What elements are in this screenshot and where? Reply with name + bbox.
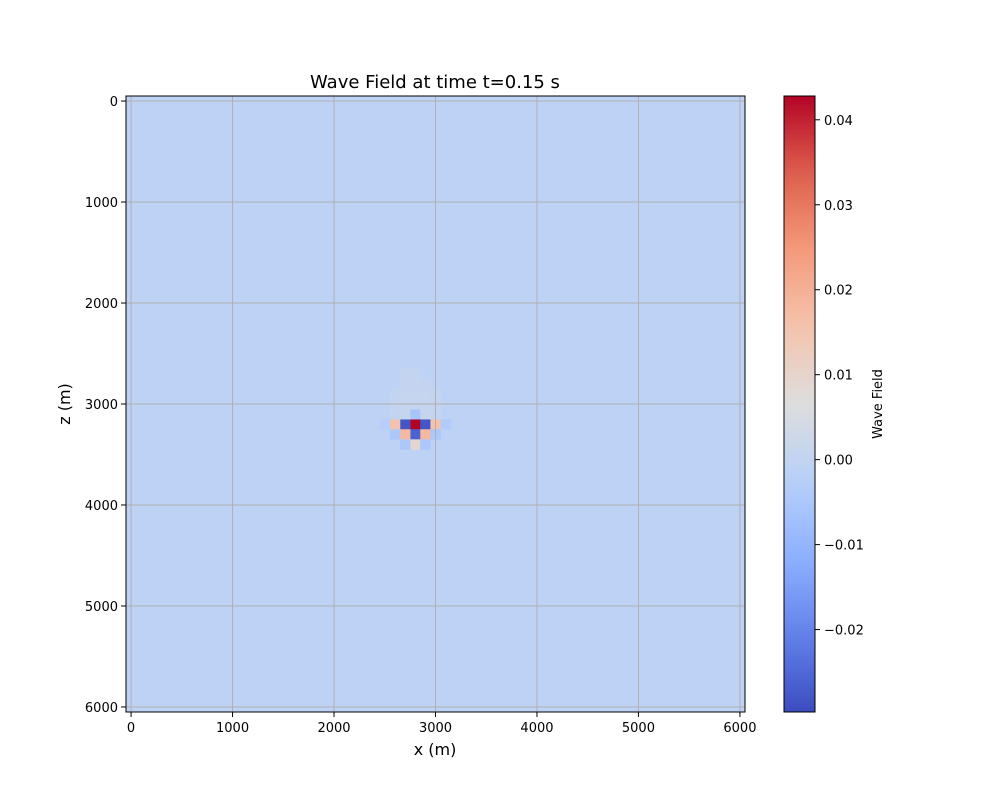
x-tick-label: 1000 (216, 721, 249, 736)
field-cell (410, 378, 421, 390)
colorbar-tick-label: 0.00 (824, 454, 853, 469)
field-cell (389, 419, 401, 430)
colorbar-tick-label: 0.03 (824, 199, 853, 214)
y-tick-label: 2000 (85, 297, 118, 312)
x-tick-label: 5000 (622, 721, 655, 736)
x-tick-label: 6000 (723, 721, 756, 736)
colorbar-tick-label: 0.01 (824, 369, 853, 384)
field-cell (379, 419, 391, 430)
field-cell (410, 409, 421, 420)
y-tick-label: 5000 (85, 600, 118, 615)
colorbar-tick-label: 0.04 (824, 114, 853, 129)
field-cell (389, 429, 401, 440)
colorbar-tick-label: 0.02 (824, 284, 853, 299)
field-cell (410, 429, 421, 440)
field-cell (440, 419, 452, 430)
x-axis-label: x (m) (414, 740, 457, 759)
field-cell (420, 429, 431, 440)
colorbar: −0.02 −0.01 0.00 0.01 0.02 0.03 0.04 (783, 95, 864, 713)
y-tick-label: 0 (110, 95, 118, 110)
field-cell (420, 439, 431, 450)
x-axis: 0 1000 2000 3000 4000 5000 6000 (127, 712, 756, 736)
field-cell (389, 388, 401, 400)
field-cell (410, 439, 421, 450)
y-tick-label: 4000 (85, 499, 118, 514)
y-tick-label: 1000 (85, 196, 118, 211)
field-cell (420, 378, 431, 390)
x-tick-label: 4000 (520, 721, 553, 736)
y-tick-label: 3000 (85, 398, 118, 413)
field-cell (399, 368, 411, 380)
y-tick-label: 6000 (85, 701, 118, 716)
x-tick-label: 0 (127, 721, 135, 736)
y-axis-label: z (m) (55, 383, 74, 425)
field-cell (399, 409, 411, 420)
field-cell (410, 419, 421, 430)
chart-title: Wave Field at time t=0.15 s (310, 72, 560, 93)
field-cell (410, 388, 421, 400)
field-cell (420, 409, 431, 420)
field-cell (399, 429, 411, 440)
field-cell (399, 419, 411, 430)
colorbar-tick-label: −0.02 (824, 624, 864, 639)
field-cell (399, 378, 411, 390)
field-cell (399, 388, 411, 400)
colorbar-label: Wave Field (871, 369, 886, 439)
field-cell (410, 368, 421, 380)
field-cell (389, 409, 401, 420)
plot-area (125, 95, 746, 713)
field-cell (420, 388, 431, 400)
x-tick-label: 2000 (317, 721, 350, 736)
field-cell (399, 439, 411, 450)
colorbar-tick-label: −0.01 (824, 539, 864, 554)
x-tick-label: 3000 (419, 721, 452, 736)
field-cell (420, 419, 431, 430)
colorbar-gradient (783, 95, 816, 713)
y-axis: 0 1000 2000 3000 4000 5000 6000 (85, 95, 126, 716)
